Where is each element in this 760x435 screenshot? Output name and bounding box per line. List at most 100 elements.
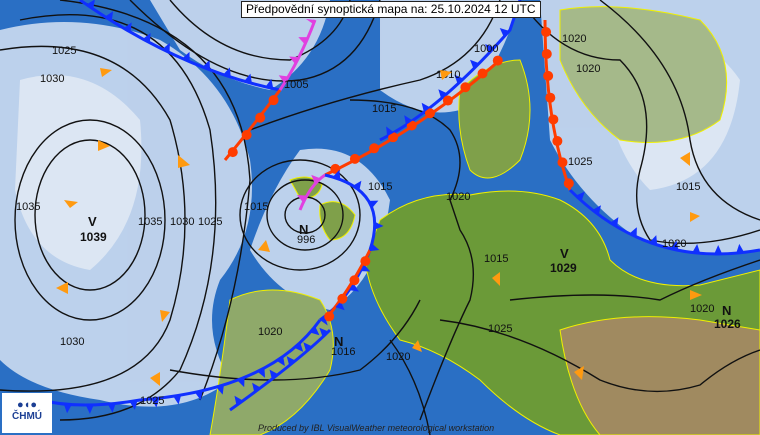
cold-front-triangle — [182, 51, 190, 62]
warm-front-semicircle — [424, 108, 435, 119]
cold-front-triangle — [286, 356, 296, 366]
isobar-label: 1020 — [258, 326, 282, 338]
cold-front-triangle — [485, 44, 495, 54]
isobar-label: 1025 — [52, 45, 76, 57]
low-center-letter: N — [722, 303, 731, 318]
wind-arrow-icon — [98, 140, 110, 151]
warm-front-semicircle — [545, 92, 556, 103]
cold-front-triangle — [438, 89, 448, 99]
cold-front-triangle — [276, 356, 285, 367]
isobar-label: 1030 — [170, 216, 194, 228]
chmu-logo: ●◖● ČHMÚ — [2, 393, 52, 433]
warm-front-semicircle — [349, 153, 360, 164]
isobar-label: 1020 — [576, 63, 600, 75]
wind-arrow-icon — [178, 155, 190, 168]
cold-front — [568, 188, 760, 256]
isobar-label: 1025 — [140, 395, 164, 407]
cold-front-triangle — [173, 394, 182, 405]
high-center-value: 1029 — [550, 261, 577, 275]
wind-arrow-icon — [100, 68, 112, 77]
cold-front-triangle — [303, 342, 313, 352]
wind-arrow-icon — [160, 310, 170, 322]
occluded-front — [298, 173, 326, 211]
cold-front-triangle — [736, 243, 745, 254]
isobar-label: 1015 — [368, 181, 392, 193]
cold-front-triangle — [499, 28, 510, 37]
cold-front-triangle — [649, 235, 658, 245]
warm-front-semicircle — [349, 275, 360, 286]
low-center-letter: N — [334, 334, 343, 349]
warm-front-semicircle — [369, 143, 380, 154]
cold-front-triangle — [237, 377, 245, 388]
pressure-centers: V 1039 N 996 N 1016 V 1029 N 1026 — [80, 214, 741, 358]
warm-front — [543, 19, 572, 191]
warm-front-semicircle — [541, 26, 552, 37]
isobar-label: 1025 — [198, 216, 222, 228]
cold-front-triangle — [252, 382, 261, 393]
cold-front-triangle — [575, 191, 585, 201]
cold-front-triangle — [294, 342, 304, 352]
high-center-letter: V — [88, 214, 97, 229]
isobar-label: 1035 — [138, 216, 162, 228]
cold-front-triangle — [470, 59, 480, 69]
isobar-label: 1025 — [488, 323, 512, 335]
warm-front-semicircle — [337, 293, 348, 304]
cold-front-triangle — [257, 367, 266, 378]
cold-front-triangle — [104, 11, 114, 21]
cold-front-triangle — [386, 126, 395, 137]
cold-front-triangle — [404, 115, 413, 125]
warm-front-semicircle — [557, 157, 568, 168]
wind-arrow-icon — [690, 290, 702, 300]
isobar-label: 1030 — [60, 336, 84, 348]
cold-front-triangle — [374, 221, 384, 230]
cold-front-triangle — [610, 217, 619, 227]
low-center-value: 996 — [297, 234, 315, 246]
wind-arrow-icon — [440, 70, 452, 80]
cold-front-triangle — [310, 326, 320, 336]
wind-arrow-icon — [64, 200, 78, 208]
warm-front-semicircle — [460, 82, 471, 93]
cold-front-triangle — [107, 403, 116, 413]
cold-front-triangle — [129, 400, 138, 410]
cold-front-triangle — [319, 327, 329, 338]
logo-symbol-icon: ●◖● — [17, 399, 37, 411]
warm-front-semicircle — [268, 95, 279, 106]
cold-front-triangle — [86, 0, 95, 10]
occluded-front-triangle — [289, 56, 299, 65]
isobar-label: 1005 — [284, 79, 308, 91]
credit-text: Produced by IBL VisualWeather meteorolog… — [258, 423, 495, 433]
isobar-label: 1020 — [690, 303, 714, 315]
isobar-label: 1035 — [16, 201, 40, 213]
occluded-front-triangle — [278, 75, 289, 84]
high-center-letter: V — [560, 246, 569, 261]
isobar-label: 1015 — [244, 201, 268, 213]
warm-front-semicircle — [360, 256, 371, 267]
wind-arrow-icon — [56, 282, 68, 294]
isobar-label: 1015 — [372, 103, 396, 115]
warm-front-semicircle — [541, 48, 552, 59]
logo-text: ČHMÚ — [12, 411, 42, 422]
warm-front-semicircle — [477, 68, 488, 79]
warm-front-semicircle — [563, 178, 574, 189]
warm-front-semicircle — [543, 70, 554, 81]
warm-front-semicircle — [227, 147, 238, 158]
cold-front-triangle — [335, 301, 345, 311]
warm-front-semicircle — [548, 114, 559, 125]
occluded-front-triangle — [297, 194, 307, 203]
cold-front-triangle — [332, 169, 341, 180]
cold-front-triangle — [202, 60, 211, 70]
wind-arrow-icon — [574, 366, 584, 380]
cold-front-triangle — [162, 42, 170, 53]
cold-front-triangle — [714, 244, 723, 254]
occluded-front-triangle — [298, 37, 309, 45]
high-center-value: 1039 — [80, 230, 107, 244]
cold-front-triangle — [269, 369, 279, 380]
front-symbols — [42, 0, 745, 414]
isobar-label: 1015 — [676, 181, 700, 193]
isobar-label: 1020 — [446, 191, 470, 203]
warm-front-semicircle — [241, 129, 252, 140]
isobar-label: 1020 — [386, 351, 410, 363]
isobar-label: 1025 — [568, 156, 592, 168]
cold-front-triangle — [85, 404, 94, 414]
